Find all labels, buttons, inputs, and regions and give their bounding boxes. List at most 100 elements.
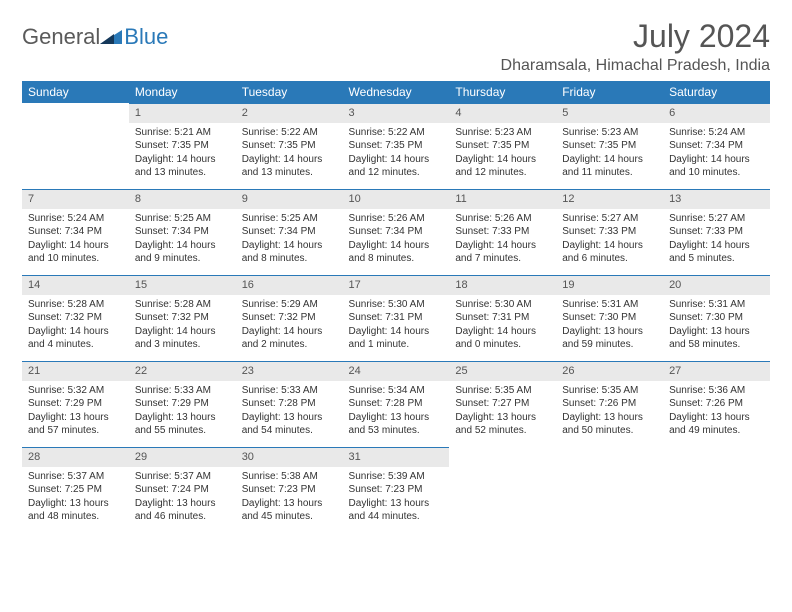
day-number: 26 (556, 361, 663, 381)
sunrise: Sunrise: 5:28 AM (135, 298, 230, 312)
sunrise: Sunrise: 5:37 AM (28, 470, 123, 484)
calendar-cell: 4Sunrise: 5:23 AMSunset: 7:35 PMDaylight… (449, 103, 556, 189)
daylight-line2: and 49 minutes. (669, 424, 764, 438)
day-body: Sunrise: 5:28 AMSunset: 7:32 PMDaylight:… (129, 295, 236, 356)
sunset: Sunset: 7:34 PM (669, 139, 764, 153)
daylight-line1: Daylight: 14 hours (135, 325, 230, 339)
calendar-row: 7Sunrise: 5:24 AMSunset: 7:34 PMDaylight… (22, 189, 770, 275)
day-number: 16 (236, 275, 343, 295)
daylight-line2: and 9 minutes. (135, 252, 230, 266)
day-number: 21 (22, 361, 129, 381)
day-body: Sunrise: 5:31 AMSunset: 7:30 PMDaylight:… (556, 295, 663, 356)
calendar-cell: 17Sunrise: 5:30 AMSunset: 7:31 PMDayligh… (343, 275, 450, 361)
day-number: 14 (22, 275, 129, 295)
sunrise: Sunrise: 5:33 AM (242, 384, 337, 398)
sunset: Sunset: 7:31 PM (349, 311, 444, 325)
daylight-line2: and 8 minutes. (242, 252, 337, 266)
day-body: Sunrise: 5:34 AMSunset: 7:28 PMDaylight:… (343, 381, 450, 442)
day-body: Sunrise: 5:37 AMSunset: 7:25 PMDaylight:… (22, 467, 129, 528)
calendar-cell: 24Sunrise: 5:34 AMSunset: 7:28 PMDayligh… (343, 361, 450, 447)
day-number: 27 (663, 361, 770, 381)
calendar-cell: 19Sunrise: 5:31 AMSunset: 7:30 PMDayligh… (556, 275, 663, 361)
calendar-row: 1Sunrise: 5:21 AMSunset: 7:35 PMDaylight… (22, 103, 770, 189)
calendar-cell: 20Sunrise: 5:31 AMSunset: 7:30 PMDayligh… (663, 275, 770, 361)
sunset: Sunset: 7:35 PM (562, 139, 657, 153)
sunset: Sunset: 7:34 PM (28, 225, 123, 239)
calendar-cell: 26Sunrise: 5:35 AMSunset: 7:26 PMDayligh… (556, 361, 663, 447)
sunrise: Sunrise: 5:25 AM (242, 212, 337, 226)
daylight-line1: Daylight: 14 hours (669, 239, 764, 253)
weekday-header-row: Sunday Monday Tuesday Wednesday Thursday… (22, 81, 770, 103)
sunrise: Sunrise: 5:38 AM (242, 470, 337, 484)
sunset: Sunset: 7:24 PM (135, 483, 230, 497)
calendar-cell: 27Sunrise: 5:36 AMSunset: 7:26 PMDayligh… (663, 361, 770, 447)
calendar-cell: 11Sunrise: 5:26 AMSunset: 7:33 PMDayligh… (449, 189, 556, 275)
calendar-cell: 25Sunrise: 5:35 AMSunset: 7:27 PMDayligh… (449, 361, 556, 447)
day-number: 11 (449, 189, 556, 209)
daylight-line1: Daylight: 14 hours (349, 153, 444, 167)
daylight-line2: and 52 minutes. (455, 424, 550, 438)
calendar-cell: 16Sunrise: 5:29 AMSunset: 7:32 PMDayligh… (236, 275, 343, 361)
calendar-cell: 3Sunrise: 5:22 AMSunset: 7:35 PMDaylight… (343, 103, 450, 189)
day-body: Sunrise: 5:38 AMSunset: 7:23 PMDaylight:… (236, 467, 343, 528)
logo-mark-icon (100, 26, 122, 49)
daylight-line2: and 44 minutes. (349, 510, 444, 524)
calendar-cell: 23Sunrise: 5:33 AMSunset: 7:28 PMDayligh… (236, 361, 343, 447)
daylight-line1: Daylight: 13 hours (349, 497, 444, 511)
calendar-cell: 9Sunrise: 5:25 AMSunset: 7:34 PMDaylight… (236, 189, 343, 275)
calendar-table: Sunday Monday Tuesday Wednesday Thursday… (22, 81, 770, 528)
day-body: Sunrise: 5:29 AMSunset: 7:32 PMDaylight:… (236, 295, 343, 356)
sunset: Sunset: 7:30 PM (562, 311, 657, 325)
sunrise: Sunrise: 5:26 AM (349, 212, 444, 226)
daylight-line1: Daylight: 13 hours (669, 325, 764, 339)
sunset: Sunset: 7:32 PM (242, 311, 337, 325)
sunrise: Sunrise: 5:23 AM (455, 126, 550, 140)
sunset: Sunset: 7:35 PM (349, 139, 444, 153)
daylight-line2: and 13 minutes. (242, 166, 337, 180)
sunset: Sunset: 7:32 PM (28, 311, 123, 325)
daylight-line1: Daylight: 14 hours (135, 153, 230, 167)
day-number: 28 (22, 447, 129, 467)
daylight-line2: and 48 minutes. (28, 510, 123, 524)
calendar-cell: 5Sunrise: 5:23 AMSunset: 7:35 PMDaylight… (556, 103, 663, 189)
calendar-cell: 30Sunrise: 5:38 AMSunset: 7:23 PMDayligh… (236, 447, 343, 528)
month-title: July 2024 (501, 18, 770, 55)
calendar-cell: 14Sunrise: 5:28 AMSunset: 7:32 PMDayligh… (22, 275, 129, 361)
sunrise: Sunrise: 5:30 AM (455, 298, 550, 312)
daylight-line2: and 3 minutes. (135, 338, 230, 352)
day-number: 7 (22, 189, 129, 209)
day-number: 6 (663, 103, 770, 123)
daylight-line1: Daylight: 13 hours (242, 411, 337, 425)
sunrise: Sunrise: 5:27 AM (669, 212, 764, 226)
daylight-line1: Daylight: 13 hours (242, 497, 337, 511)
sunrise: Sunrise: 5:30 AM (349, 298, 444, 312)
day-number: 30 (236, 447, 343, 467)
calendar-cell: 22Sunrise: 5:33 AMSunset: 7:29 PMDayligh… (129, 361, 236, 447)
sunrise: Sunrise: 5:35 AM (562, 384, 657, 398)
day-body: Sunrise: 5:26 AMSunset: 7:34 PMDaylight:… (343, 209, 450, 270)
day-body: Sunrise: 5:26 AMSunset: 7:33 PMDaylight:… (449, 209, 556, 270)
daylight-line2: and 5 minutes. (669, 252, 764, 266)
sunrise: Sunrise: 5:35 AM (455, 384, 550, 398)
calendar-cell: 7Sunrise: 5:24 AMSunset: 7:34 PMDaylight… (22, 189, 129, 275)
daylight-line1: Daylight: 13 hours (135, 497, 230, 511)
col-thursday: Thursday (449, 81, 556, 103)
day-number: 4 (449, 103, 556, 123)
sunrise: Sunrise: 5:31 AM (669, 298, 764, 312)
day-number: 20 (663, 275, 770, 295)
logo: General Blue (22, 24, 168, 50)
calendar-row: 14Sunrise: 5:28 AMSunset: 7:32 PMDayligh… (22, 275, 770, 361)
sunrise: Sunrise: 5:31 AM (562, 298, 657, 312)
calendar-row: 28Sunrise: 5:37 AMSunset: 7:25 PMDayligh… (22, 447, 770, 528)
day-number: 3 (343, 103, 450, 123)
daylight-line2: and 12 minutes. (349, 166, 444, 180)
day-number: 24 (343, 361, 450, 381)
day-number: 12 (556, 189, 663, 209)
daylight-line1: Daylight: 14 hours (135, 239, 230, 253)
sunrise: Sunrise: 5:25 AM (135, 212, 230, 226)
daylight-line2: and 6 minutes. (562, 252, 657, 266)
col-friday: Friday (556, 81, 663, 103)
day-body: Sunrise: 5:25 AMSunset: 7:34 PMDaylight:… (236, 209, 343, 270)
day-body: Sunrise: 5:35 AMSunset: 7:27 PMDaylight:… (449, 381, 556, 442)
day-body: Sunrise: 5:22 AMSunset: 7:35 PMDaylight:… (343, 123, 450, 184)
